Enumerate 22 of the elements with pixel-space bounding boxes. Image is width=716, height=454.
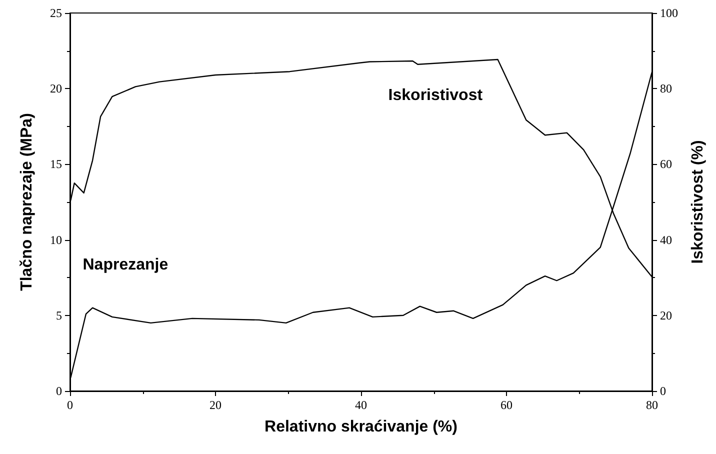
x-tick-label: 20 <box>210 398 222 412</box>
y2-axis-title: Iskoristivost (%) <box>690 140 706 264</box>
x-axis-title: Relativno skraćivanje (%) <box>264 418 458 436</box>
y-tick-label: 25 <box>50 6 62 20</box>
x-tick-label: 0 <box>67 398 73 412</box>
y2-tick-label: 0 <box>660 384 666 398</box>
y-tick-label: 10 <box>50 232 62 247</box>
y2-tick-label: 20 <box>660 308 672 322</box>
x-tick-label: 40 <box>355 398 367 412</box>
series-label: Iskoristivost <box>388 87 484 104</box>
x-tick-label: 80 <box>646 398 658 412</box>
x-tick-label: 60 <box>500 398 512 412</box>
y2-tick-label: 100 <box>660 6 678 20</box>
y-tick-label: 20 <box>50 82 62 96</box>
text: Naprezanje <box>82 256 168 274</box>
y-axis-title: Tlačno naprezaje (MPa) <box>18 113 36 291</box>
y-tick-label: 5 <box>56 308 62 322</box>
y2-tick-label: 80 <box>660 82 672 96</box>
y-tick-label: 15 <box>50 157 62 172</box>
y-tick-label: 0 <box>56 384 62 398</box>
y2-tick-label: 60 <box>660 157 672 172</box>
y2-tick-label: 40 <box>660 232 672 247</box>
